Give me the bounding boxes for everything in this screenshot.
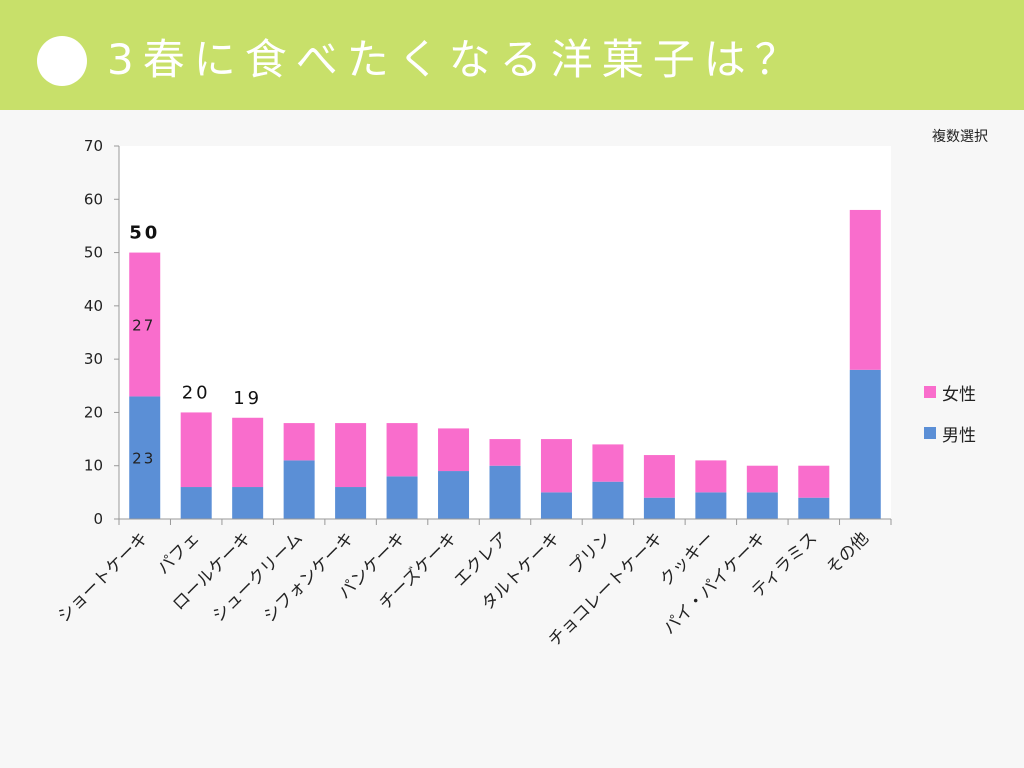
bar-segment-male <box>335 487 367 519</box>
bar-segment-male <box>386 476 418 519</box>
data-label: 27 <box>132 317 155 335</box>
bar-segment-male <box>283 460 315 519</box>
y-tick-label: 40 <box>84 297 103 315</box>
legend-label-female: 女性 <box>942 385 976 405</box>
bar-segment-female <box>489 439 521 466</box>
bar-segment-female <box>849 209 881 370</box>
y-tick-label: 10 <box>84 457 103 475</box>
x-category-label: ショートケーキ <box>54 528 152 626</box>
x-category-label: シフォンケーキ <box>260 528 358 626</box>
total-label: 19 <box>233 388 262 409</box>
y-tick-label: 30 <box>84 350 103 368</box>
header-banner: 3春に食べたくなる洋菓子は？ <box>0 0 1024 110</box>
bar-segment-female <box>129 252 161 397</box>
bar-segment-male <box>489 465 521 519</box>
y-tick-label: 20 <box>84 403 103 421</box>
bar-segment-male <box>849 369 881 519</box>
page-title: 3春に食べたくなる洋菓子は？ <box>107 35 806 84</box>
y-tick-label: 70 <box>84 137 103 155</box>
x-category-label: その他 <box>823 528 873 578</box>
bar-segment-male <box>746 492 778 519</box>
legend-swatch-female <box>924 386 936 398</box>
legend-swatch-male <box>924 427 936 439</box>
bar-segment-male <box>129 396 161 519</box>
bar-segment-male <box>540 492 572 519</box>
x-category-label: プリン <box>565 528 615 578</box>
bar-segment-male <box>592 481 624 519</box>
bar-segment-male <box>232 487 264 519</box>
bar-segment-female <box>695 460 727 493</box>
chart-note: 複数選択 <box>932 129 988 145</box>
y-tick-label: 60 <box>84 190 103 208</box>
legend-label-male: 男性 <box>942 426 976 446</box>
bar-segment-female <box>643 455 675 498</box>
bar-segment-male <box>643 497 675 519</box>
total-label: 20 <box>182 382 211 403</box>
bar-segment-male <box>180 487 212 519</box>
bar-segment-female <box>283 423 315 461</box>
bar-segment-female <box>592 444 624 482</box>
bar-segment-male <box>695 492 727 519</box>
bar-segment-female <box>232 417 264 488</box>
x-category-label: シュークリーム <box>209 528 307 626</box>
bar-segment-female <box>540 439 572 493</box>
bar-segment-female <box>746 465 778 493</box>
total-label: 50 <box>129 223 160 244</box>
x-category-label: パフェ <box>154 528 204 578</box>
bar-segment-female <box>386 423 418 477</box>
bar-segment-female <box>438 428 470 472</box>
circle-icon <box>37 36 87 86</box>
bar-segment-female <box>180 412 212 488</box>
bar-segment-male <box>438 471 470 519</box>
bar-segment-male <box>798 497 830 519</box>
bar-segment-female <box>335 423 367 488</box>
data-label: 23 <box>132 450 155 468</box>
y-tick-label: 50 <box>84 244 103 262</box>
bar-segment-female <box>798 465 830 498</box>
y-tick-label: 0 <box>93 510 103 528</box>
